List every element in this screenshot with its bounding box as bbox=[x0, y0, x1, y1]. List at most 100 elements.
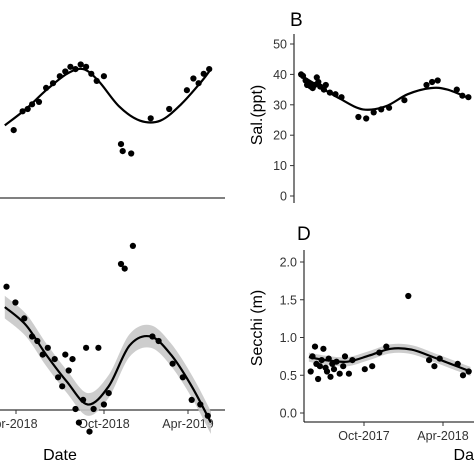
data-point bbox=[204, 412, 211, 419]
panel-c: pr-2018 Oct-2018 Apr-2019 Date bbox=[0, 242, 225, 464]
panel-b-y-tick-label: 30 bbox=[273, 98, 287, 112]
panel-d: D Secchi (m) 0.0 0.5 1.0 1.5 2.0 Oct-2017 Apr… bbox=[249, 224, 474, 464]
data-point bbox=[465, 94, 472, 101]
panel-c-x-tick-label: pr-2018 bbox=[0, 417, 38, 431]
data-point bbox=[34, 337, 41, 345]
data-point bbox=[345, 370, 352, 377]
data-point bbox=[307, 368, 314, 375]
data-point bbox=[129, 242, 136, 249]
data-point bbox=[75, 419, 82, 426]
panel-b-y-tick-label: 0 bbox=[280, 190, 287, 204]
data-point bbox=[10, 127, 17, 134]
data-point bbox=[369, 363, 376, 370]
data-point bbox=[39, 351, 46, 358]
panel-d-x-tick-label: Oct-2017 bbox=[338, 429, 389, 443]
data-point bbox=[21, 315, 28, 322]
data-point bbox=[49, 80, 57, 87]
data-point bbox=[363, 115, 370, 122]
panel-b-y-ticks: 0 10 20 30 40 50 bbox=[273, 38, 294, 204]
data-point bbox=[65, 367, 72, 374]
data-point bbox=[341, 353, 349, 360]
data-point bbox=[3, 283, 10, 290]
data-point bbox=[330, 366, 338, 373]
data-point bbox=[72, 66, 79, 73]
data-point bbox=[179, 374, 186, 381]
data-point bbox=[355, 113, 362, 121]
data-point bbox=[206, 66, 213, 73]
data-point bbox=[309, 353, 316, 360]
panel-b-label: B bbox=[290, 10, 303, 31]
panel-d-label: D bbox=[297, 224, 311, 245]
data-point bbox=[340, 363, 347, 370]
data-point bbox=[349, 357, 356, 364]
data-point bbox=[69, 356, 76, 363]
data-point bbox=[105, 390, 112, 397]
data-point bbox=[465, 368, 472, 375]
data-point bbox=[166, 105, 173, 113]
data-point bbox=[200, 70, 207, 77]
data-point bbox=[453, 86, 460, 93]
data-point bbox=[86, 428, 93, 435]
panel-b-y-tick-label: 10 bbox=[273, 159, 287, 173]
data-point bbox=[315, 375, 322, 383]
data-point bbox=[51, 356, 58, 363]
panel-c-fit-line bbox=[4, 306, 212, 424]
panel-d-y-tick-label: 1.0 bbox=[280, 331, 297, 345]
data-point bbox=[83, 63, 90, 70]
data-point bbox=[55, 374, 62, 381]
data-point bbox=[12, 299, 19, 306]
data-point bbox=[44, 344, 51, 351]
panel-b-y-tick-label: 20 bbox=[273, 129, 287, 143]
panel-c-ci-band bbox=[4, 295, 211, 434]
data-point bbox=[19, 108, 26, 115]
panel-a bbox=[0, 61, 225, 199]
data-point bbox=[405, 292, 412, 300]
data-point bbox=[62, 351, 69, 358]
panel-d-y-tick-label: 1.5 bbox=[280, 293, 297, 307]
panel-d-y-ticks: 0.0 0.5 1.0 1.5 2.0 bbox=[280, 256, 304, 421]
panel-d-x-ticks: Oct-2017 Apr-2018 bbox=[338, 422, 469, 443]
data-point bbox=[169, 360, 176, 367]
panel-c-x-axis-label: Date bbox=[43, 447, 77, 464]
panel-c-points bbox=[3, 242, 211, 435]
data-point bbox=[95, 344, 102, 351]
data-point bbox=[28, 101, 36, 108]
data-point bbox=[149, 333, 156, 340]
panel-d-x-axis-label: Da bbox=[454, 447, 474, 464]
panel-d-y-tick-label: 0.0 bbox=[280, 407, 297, 421]
data-point bbox=[121, 265, 128, 272]
panel-d-y-tick-label: 0.5 bbox=[280, 369, 297, 383]
data-point bbox=[323, 368, 331, 375]
panel-b-y-tick-label: 40 bbox=[273, 68, 287, 82]
data-point bbox=[320, 345, 327, 352]
data-point bbox=[426, 357, 433, 364]
panel-c-smooth-curve bbox=[4, 306, 212, 424]
panel-d-ci-band bbox=[308, 343, 471, 376]
data-point bbox=[423, 81, 430, 89]
data-point bbox=[322, 81, 329, 89]
data-point bbox=[43, 84, 50, 91]
panel-b-points bbox=[298, 71, 472, 122]
data-point bbox=[119, 148, 126, 155]
panel-a-fit-line bbox=[4, 67, 212, 127]
data-point bbox=[370, 109, 377, 116]
data-point bbox=[80, 396, 87, 403]
data-point bbox=[100, 73, 107, 80]
panel-d-y-tick-label: 2.0 bbox=[280, 256, 297, 270]
data-point bbox=[431, 363, 438, 370]
data-point bbox=[333, 358, 340, 365]
data-point bbox=[326, 89, 333, 96]
data-point bbox=[35, 98, 43, 105]
data-point bbox=[155, 337, 162, 345]
data-point bbox=[383, 343, 390, 350]
panel-d-confidence-band bbox=[308, 343, 471, 376]
data-point bbox=[24, 105, 31, 113]
data-point bbox=[100, 401, 107, 408]
data-point bbox=[434, 77, 441, 84]
data-point bbox=[93, 77, 100, 84]
data-point bbox=[318, 357, 325, 364]
data-point bbox=[336, 370, 343, 377]
data-point bbox=[90, 405, 97, 413]
data-point bbox=[454, 360, 461, 367]
data-point bbox=[77, 61, 84, 68]
